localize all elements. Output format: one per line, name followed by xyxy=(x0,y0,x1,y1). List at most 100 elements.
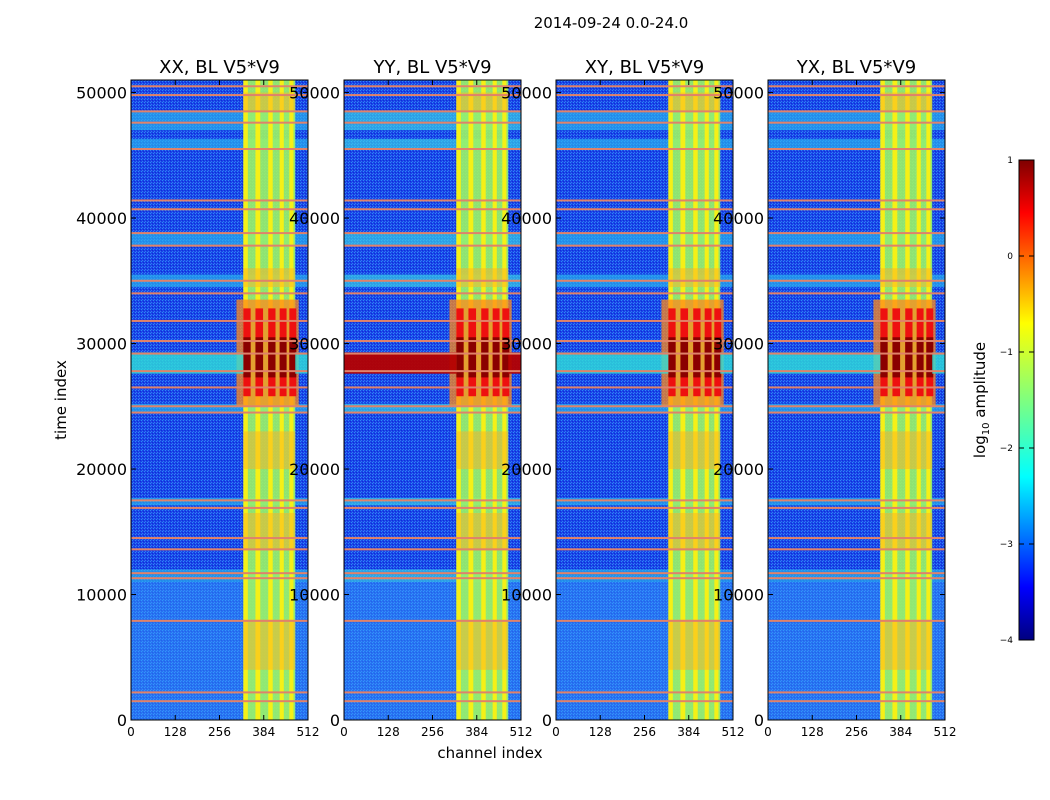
flagged-row xyxy=(344,148,521,151)
cyan-band xyxy=(344,403,521,413)
y-tick-label: 0 xyxy=(542,711,552,730)
flagged-row xyxy=(131,619,308,622)
flagged-row xyxy=(131,208,308,211)
flagged-row xyxy=(131,199,308,202)
flagged-row xyxy=(344,232,521,235)
y-tick-label: 10000 xyxy=(76,586,127,605)
flagged-row xyxy=(768,411,945,414)
flagged-row xyxy=(768,386,945,389)
flagged-row xyxy=(131,691,308,694)
flagged-row xyxy=(344,370,521,373)
y-tick-label: 30000 xyxy=(289,335,340,354)
x-tick-label: 256 xyxy=(208,725,231,739)
panel-title: YY, BL V5*V9 xyxy=(372,57,491,78)
flagged-row xyxy=(768,340,945,343)
event-core xyxy=(468,337,477,378)
flagged-row xyxy=(556,121,733,124)
flagged-row xyxy=(344,691,521,694)
x-tick-label: 128 xyxy=(377,725,400,739)
flagged-row xyxy=(556,386,733,389)
flagged-row xyxy=(556,691,733,694)
event-core xyxy=(704,337,712,378)
flagged-row xyxy=(556,619,733,622)
colorbar-tick-label: −4 xyxy=(1000,636,1014,646)
cyan-band xyxy=(131,403,308,413)
flagged-row xyxy=(344,411,521,414)
flagged-row xyxy=(556,199,733,202)
flagged-row xyxy=(556,548,733,551)
colorbar-tick-label: 1 xyxy=(1007,156,1013,166)
flagged-row xyxy=(556,700,733,703)
cyan-band xyxy=(556,138,733,150)
flagged-row xyxy=(768,577,945,580)
event-core xyxy=(289,337,297,378)
event-stripe xyxy=(720,352,733,374)
event-core xyxy=(481,337,489,378)
flagged-row xyxy=(131,370,308,373)
flagged-row xyxy=(768,506,945,509)
flagged-row xyxy=(344,352,521,355)
event-core xyxy=(243,337,251,378)
flagged-row xyxy=(556,411,733,414)
flagged-row xyxy=(556,537,733,540)
flagged-row xyxy=(131,405,308,408)
flagged-row xyxy=(131,340,308,343)
x-tick-label: 0 xyxy=(764,725,772,739)
flagged-row xyxy=(131,577,308,580)
x-tick-label: 512 xyxy=(297,725,320,739)
y-tick-label: 40000 xyxy=(501,209,552,228)
flagged-row xyxy=(131,232,308,235)
rfi-blob xyxy=(880,512,933,551)
flagged-row xyxy=(131,110,308,113)
event-core xyxy=(279,337,287,378)
flagged-row xyxy=(344,619,521,622)
event-core xyxy=(456,337,464,378)
flagged-row xyxy=(131,148,308,151)
y-tick-label: 0 xyxy=(330,711,340,730)
y-tick-label: 40000 xyxy=(289,209,340,228)
y-tick-label: 50000 xyxy=(713,84,764,103)
panel-title: XY, BL V5*V9 xyxy=(585,57,704,78)
flagged-row xyxy=(768,208,945,211)
event-core xyxy=(680,337,689,378)
flagged-row xyxy=(344,537,521,540)
colorbar-label: log10 amplitude xyxy=(971,342,992,458)
colorbar-tick-label: −3 xyxy=(1000,540,1013,550)
y-tick-label: 50000 xyxy=(76,84,127,103)
y-tick-label: 10000 xyxy=(501,586,552,605)
flagged-row xyxy=(768,292,945,295)
flagged-row xyxy=(131,279,308,282)
y-tick-label: 40000 xyxy=(76,209,127,228)
flagged-row xyxy=(556,85,733,88)
y-tick-label: 30000 xyxy=(501,335,552,354)
flagged-row xyxy=(768,85,945,88)
colorbar: 10−1−2−3−4 log10 amplitude xyxy=(971,156,1035,646)
cyan-band xyxy=(556,403,733,413)
flagged-row xyxy=(768,548,945,551)
flagged-row xyxy=(344,94,521,97)
panel-xy: XY, BL V5*V9 0 128 256 384 512 0 10000 20000 3000… xyxy=(501,57,744,739)
x-tick-label: 512 xyxy=(934,725,957,739)
flagged-row xyxy=(768,352,945,355)
flagged-row xyxy=(344,319,521,322)
y-tick-label: 10000 xyxy=(713,586,764,605)
flagged-row xyxy=(768,691,945,694)
event-stripe xyxy=(295,352,308,374)
flagged-row xyxy=(768,405,945,408)
panel-title: XX, BL V5*V9 xyxy=(159,57,280,78)
flagged-row xyxy=(344,208,521,211)
y-tick-label: 20000 xyxy=(76,460,127,479)
y-tick-label: 10000 xyxy=(289,586,340,605)
rfi-blob xyxy=(880,92,933,112)
flagged-row xyxy=(131,94,308,97)
event-stripe xyxy=(556,352,669,374)
x-tick-label: 256 xyxy=(633,725,656,739)
flagged-row xyxy=(131,386,308,389)
rfi-blob xyxy=(243,512,296,551)
event-core xyxy=(492,337,500,378)
flagged-row xyxy=(768,572,945,575)
y-tick-label: 0 xyxy=(754,711,764,730)
x-tick-label: 384 xyxy=(677,725,700,739)
event-core xyxy=(502,337,510,378)
